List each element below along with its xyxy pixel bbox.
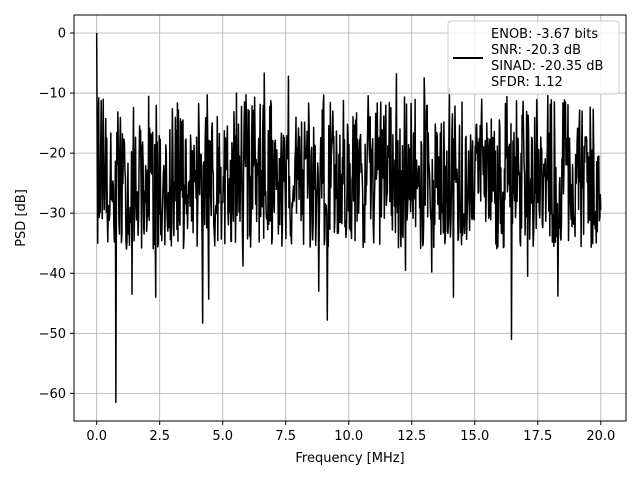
x-tick-label: 10.0 xyxy=(334,429,363,444)
y-tick-label: 0 xyxy=(58,27,66,42)
x-tick-label: 5.0 xyxy=(212,429,233,444)
x-tick-label: 17.5 xyxy=(523,429,552,444)
y-tick-label: −10 xyxy=(39,87,66,102)
x-axis-ticks: 0.0 2.5 5.0 7.5 10.0 12.5 15.0 17.5 20.0 xyxy=(86,421,615,444)
x-tick-label: 12.5 xyxy=(397,429,426,444)
legend-box xyxy=(447,20,620,95)
legend: ENOB: -3.67 bits SNR: -20.3 dB SINAD: -2… xyxy=(447,20,620,95)
x-tick-label: 0.0 xyxy=(86,429,107,444)
x-tick-label: 2.5 xyxy=(149,429,170,444)
x-tick-label: 20.0 xyxy=(586,429,615,444)
x-tick-label: 15.0 xyxy=(460,429,489,444)
y-tick-label: −50 xyxy=(39,327,66,342)
x-axis-label: Frequency [MHz] xyxy=(295,451,404,466)
plot-area xyxy=(95,33,602,404)
y-axis-label: PSD [dB] xyxy=(14,189,29,247)
x-tick-label: 7.5 xyxy=(275,429,296,444)
y-axis-ticks: 0 −10 −20 −30 −40 −50 −60 xyxy=(39,27,74,402)
y-tick-label: −30 xyxy=(39,207,66,222)
legend-enob: ENOB: -3.67 bits xyxy=(491,27,598,42)
legend-sfdr: SFDR: 1.12 xyxy=(491,75,563,90)
legend-snr: SNR: -20.3 dB xyxy=(491,43,581,58)
y-tick-label: −40 xyxy=(39,267,66,282)
plot-frame xyxy=(73,14,627,422)
legend-sinad: SINAD: -20.35 dB xyxy=(491,59,603,74)
y-tick-label: −20 xyxy=(39,147,66,162)
y-tick-label: −60 xyxy=(39,387,66,402)
psd-series-line xyxy=(95,33,602,404)
